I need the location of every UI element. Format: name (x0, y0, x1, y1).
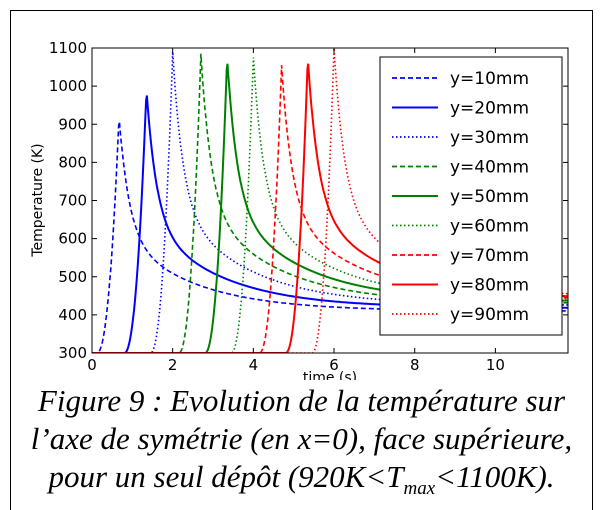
x-tick-label: 6 (329, 356, 339, 374)
y-tick-label: 1100 (49, 39, 87, 57)
x-tick-label: 4 (249, 356, 259, 374)
frame-right-border (592, 10, 593, 510)
y-tick-label: 300 (58, 344, 87, 362)
y-axis-title: Temperature (K) (30, 143, 46, 257)
x-tick-label: 2 (168, 356, 178, 374)
frame-left-border (10, 10, 11, 510)
y-tick-label: 600 (58, 230, 87, 248)
caption-line-1: Figure 9 : Evolution de la température s… (37, 383, 566, 418)
series-line-1 (92, 121, 568, 353)
legend-label-8: y=80mm (450, 276, 529, 296)
y-tick-label: 700 (58, 192, 87, 210)
legend-label-4: y=40mm (450, 158, 529, 178)
x-tick-label: 10 (486, 356, 505, 374)
legend-label-1: y=10mm (450, 69, 529, 89)
y-tick-label: 900 (58, 115, 87, 133)
y-tick-label: 400 (58, 306, 87, 324)
x-axis-title: time (s) (303, 370, 357, 380)
y-tick-label: 800 (58, 153, 87, 171)
x-tick-label: 0 (87, 356, 97, 374)
y-tick-label: 500 (58, 268, 87, 286)
series-line-6 (92, 57, 568, 353)
caption-line-3: pour un seul dépôt (920K<Tmax<1100K). (0, 458, 603, 508)
caption-line-3-start: pour un seul dépôt (920K<T (48, 459, 404, 494)
legend-label-3: y=30mm (450, 128, 529, 148)
legend-label-2: y=20mm (450, 99, 529, 119)
caption-line-2: l’axe de symétrie (en x=0), face supérie… (30, 421, 573, 456)
temperature-chart: 0 2 4 6 8 10 300 400 500 600 700 800 900 1000 1100 y=1… (30, 39, 569, 380)
x-tick-label: 8 (410, 356, 420, 374)
caption-line-3-end: <1100K). (435, 459, 555, 494)
legend-label-7: y=70mm (450, 246, 529, 266)
figure-caption: Figure 9 : Evolution de la température s… (0, 382, 603, 508)
caption-tmax-subscript: max (403, 478, 436, 500)
frame-top-border (10, 10, 593, 11)
legend-label-9: y=90mm (450, 305, 529, 325)
legend-label-6: y=60mm (450, 217, 529, 237)
legend-label-5: y=50mm (450, 187, 529, 207)
y-tick-label: 1000 (49, 77, 87, 95)
